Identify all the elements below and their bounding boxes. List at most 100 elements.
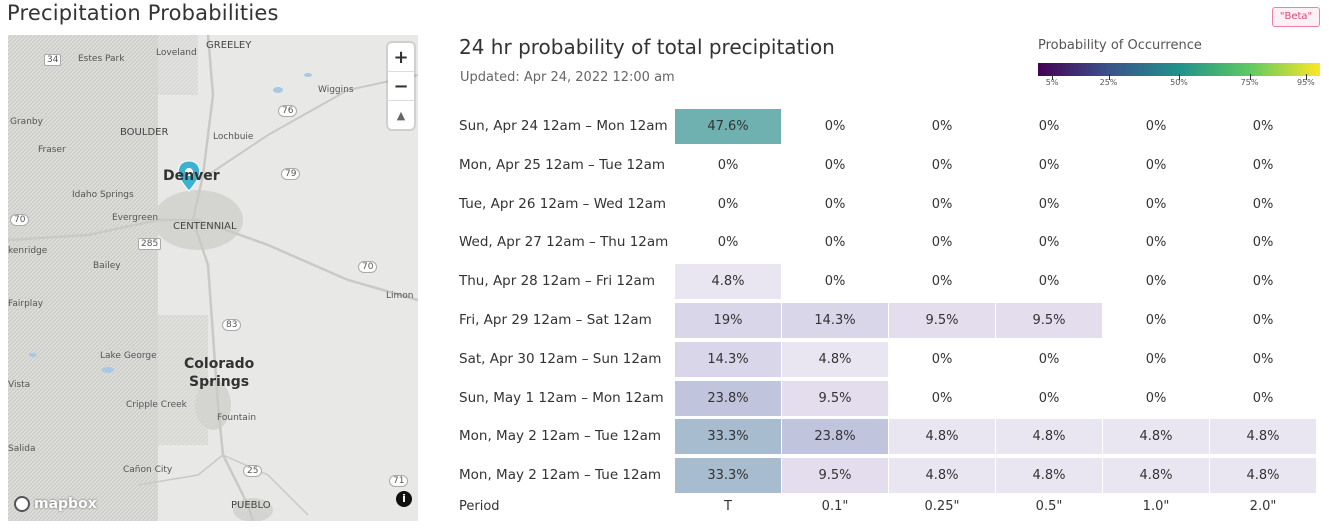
updated-timestamp: Updated: Apr 24, 2022 12:00 am (460, 70, 675, 85)
probability-cell: 0% (931, 119, 953, 134)
place-label: Denver (163, 168, 220, 184)
table-row: Thu, Apr 28 12am – Fri 12am 4.8% 0% 0% 0% 0% 0… (459, 264, 1317, 300)
probability-cell: 0% (1252, 274, 1274, 290)
period-label: Wed, Apr 27 12am – Thu 12am (459, 234, 669, 251)
probability-cell: 0% (1038, 390, 1060, 406)
probability-cell: 14.3% (782, 303, 888, 338)
legend-title: Probability of Occurrence (1038, 38, 1202, 53)
period-label: Fri, Apr 29 12am – Sat 12am (459, 312, 652, 328)
highway (137, 454, 224, 486)
place-label: Loveland (156, 48, 197, 58)
probability-cell: 0% (717, 157, 739, 173)
legend-tick-label: 50% (1170, 78, 1188, 87)
lake (304, 73, 312, 77)
place-label: Limon (386, 291, 414, 301)
place-label: BOULDER (120, 127, 169, 138)
location-pin-icon[interactable] (177, 160, 201, 192)
probability-cell: 0% (931, 274, 953, 290)
probability-cell: 0% (931, 157, 953, 173)
road-shield: 79 (281, 168, 301, 180)
legend-tick-label: 75% (1240, 78, 1259, 87)
place-label: CENTENNIAL (173, 221, 237, 232)
probability-cell: 4.8% (889, 458, 995, 494)
map-canvas (8, 35, 418, 521)
page-title: Precipitation Probabilities (7, 1, 279, 25)
probability-cell: 0% (1038, 235, 1060, 251)
probability-cell: 0% (1252, 351, 1274, 367)
threshold-column-header: 2.0" (1249, 499, 1277, 514)
legend-tick (1108, 74, 1110, 80)
mapbox-logo-text: mapbox (34, 496, 97, 512)
probability-cell: 0% (1145, 313, 1167, 328)
table-row: Mon, May 2 12am – Tue 12am 33.3% 23.8% 4.8%… (459, 419, 1317, 455)
probability-cell: 0% (1038, 274, 1060, 290)
threshold-column-header: 0.5" (1035, 499, 1063, 514)
highway (222, 454, 309, 516)
info-icon[interactable]: i (396, 491, 412, 507)
probability-cell: 0% (1252, 235, 1274, 251)
probability-cell: 9.5% (996, 303, 1102, 338)
place-label: Estes Park (78, 54, 125, 64)
lake (102, 367, 114, 373)
place-label: Evergreen (112, 213, 159, 223)
beta-badge: "Beta" (1272, 7, 1320, 27)
probability-cell: 4.8% (996, 419, 1102, 455)
period-label: Thu, Apr 28 12am – Fri 12am (459, 273, 655, 290)
probability-cell: 33.3% (675, 419, 781, 455)
table-row: Sat, Apr 30 12am – Sun 12am 14.3% 4.8% 0% 0%… (459, 341, 1317, 377)
place-label: Lochbuie (213, 132, 254, 142)
road-shield: 71 (389, 475, 409, 487)
road-shield: 34 (44, 54, 62, 66)
probability-cell: 0% (1145, 157, 1167, 173)
road-shield: 285 (138, 238, 162, 250)
legend-tick-label: 5% (1045, 78, 1059, 87)
probability-cell: 0% (1252, 313, 1274, 328)
zoom-out-button[interactable]: − (388, 72, 414, 101)
probability-cell: 4.8% (996, 458, 1102, 494)
probability-cell: 0% (1145, 390, 1167, 406)
highway (207, 74, 418, 176)
legend-color-bar (1038, 63, 1320, 76)
probability-cell: 23.8% (675, 380, 781, 416)
table-row: Fri, Apr 29 12am – Sat 12am 19% 14.3% 9.5% 9… (459, 303, 1317, 338)
probability-cell: 0% (1145, 235, 1167, 251)
place-label: Fraser (38, 145, 66, 155)
mapbox-logo[interactable]: mapbox (14, 494, 97, 514)
probability-cell: 0% (824, 157, 846, 173)
probability-cell: 0% (1252, 196, 1274, 212)
legend-tick (1249, 74, 1251, 80)
place-label: Fountain (217, 413, 257, 423)
place-label: Springs (189, 374, 250, 390)
probability-cell: 47.6% (675, 109, 781, 144)
probability-cell: 0% (931, 390, 953, 406)
table-row: Mon, Apr 25 12am – Tue 12am 0% 0% 0% 0% 0% 0% (459, 148, 1317, 183)
probability-cell: 14.3% (675, 341, 781, 377)
probability-cell: 4.8% (1103, 458, 1209, 494)
place-label: Fairplay (8, 299, 44, 309)
legend-tick (1052, 74, 1054, 80)
probability-cell: 0% (1145, 119, 1167, 134)
place-label: Lake George (100, 351, 157, 361)
urban-area (233, 498, 273, 521)
probability-cell: 0% (931, 196, 953, 212)
threshold-column-header: T (724, 499, 732, 514)
place-label: GREELEY (206, 40, 252, 51)
legend-tick (1179, 74, 1180, 80)
probability-cell: 9.5% (782, 380, 888, 416)
period-label: Mon, May 2 12am – Tue 12am (459, 428, 662, 445)
probability-cell: 9.5% (782, 458, 888, 494)
probability-cell: 0% (824, 119, 846, 134)
mountain-terrain (158, 35, 198, 95)
table-row: Sun, May 1 12am – Mon 12am 23.8% 9.5% 0% 0% 0… (459, 380, 1317, 416)
period-label: Mon, Apr 25 12am – Tue 12am (459, 156, 666, 173)
probability-cell: 19% (675, 303, 781, 338)
zoom-in-button[interactable]: + (388, 43, 414, 72)
place-label: PUEBLO (231, 500, 271, 511)
probability-cell: 0% (1145, 274, 1167, 290)
compass-button[interactable]: ▲ (396, 108, 406, 122)
map[interactable]: 34 76 79 70 285 70 83 25 71 GREELEY Love… (8, 35, 418, 521)
probability-cell: 4.8% (889, 419, 995, 455)
period-label: Sat, Apr 30 12am – Sun 12am (459, 350, 662, 367)
place-label: Salida (8, 444, 36, 454)
probability-cell: 0% (717, 196, 739, 212)
